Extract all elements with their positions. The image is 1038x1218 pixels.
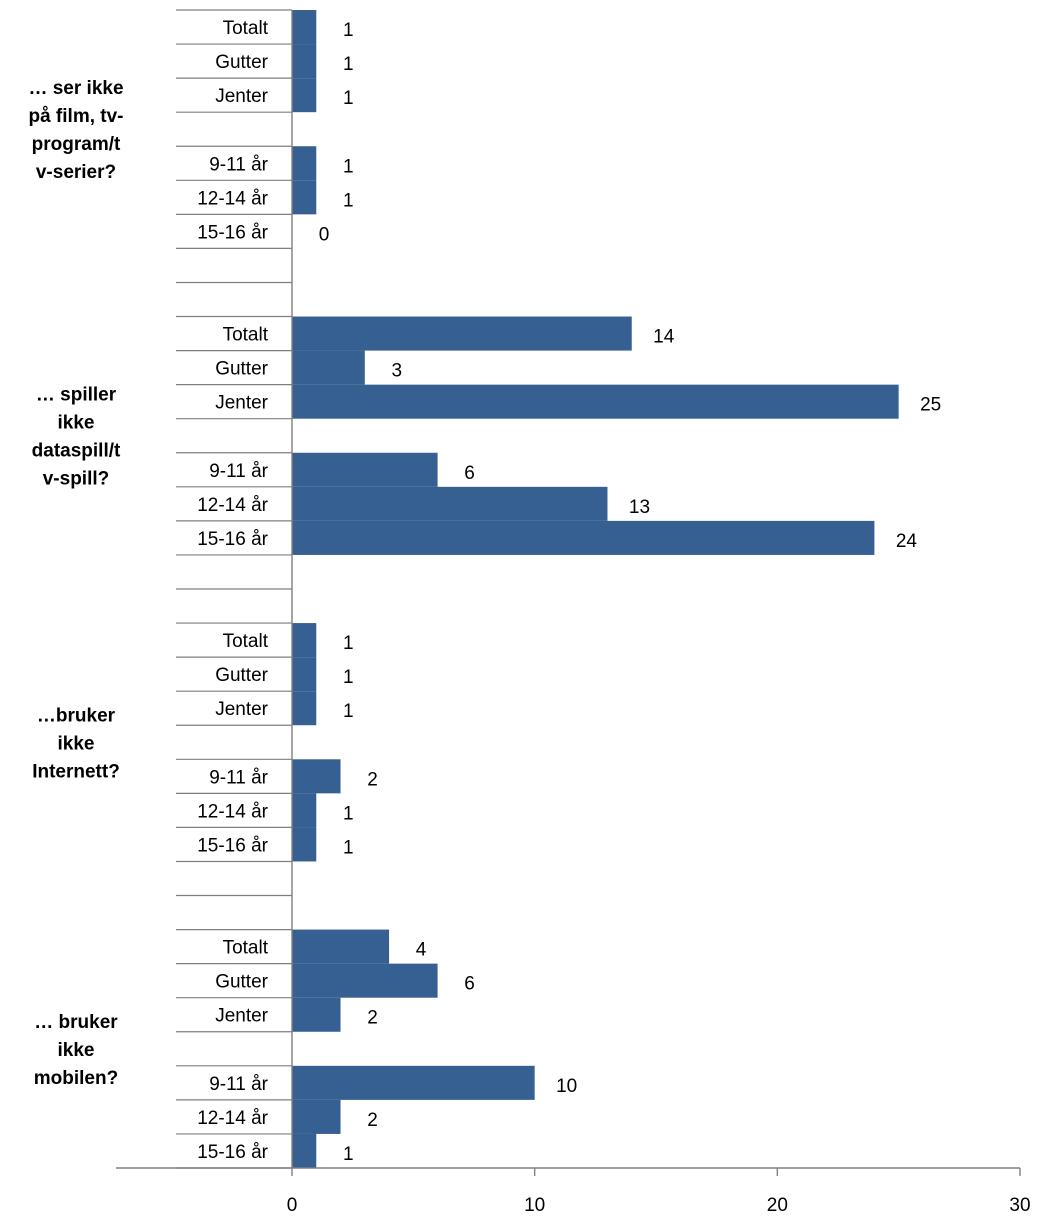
bar [292, 929, 390, 964]
category-label: 12-14 år [197, 801, 268, 822]
group-label: på film, tv- [28, 106, 123, 127]
category-label: 15-16 år [197, 835, 268, 856]
group-label: …bruker [37, 705, 116, 726]
group-label: ikke [58, 733, 95, 754]
data-label: 3 [392, 361, 403, 382]
x-tick-label: 10 [524, 1195, 545, 1216]
bar [292, 350, 365, 385]
data-label: 1 [343, 667, 354, 688]
data-label: 1 [343, 701, 354, 722]
bar [292, 759, 341, 794]
data-label: 1 [343, 803, 354, 824]
data-label: 1 [343, 190, 354, 211]
group-label: dataspill/t [32, 441, 121, 462]
category-label: Jenter [215, 699, 268, 720]
bar [292, 78, 317, 113]
category-label: Totalt [223, 18, 269, 39]
category-label: 15-16 år [197, 222, 268, 243]
category-label: Gutter [215, 665, 268, 686]
bar [292, 623, 317, 658]
category-label: Jenter [215, 86, 268, 107]
bar [292, 997, 341, 1032]
category-label: Totalt [223, 325, 269, 346]
bar [292, 657, 317, 692]
category-label: 15-16 år [197, 1142, 268, 1163]
category-label: Gutter [215, 52, 268, 73]
group-label: … bruker [34, 1012, 118, 1033]
category-label: Jenter [215, 1006, 268, 1027]
data-label: 2 [367, 1008, 378, 1029]
bar [292, 384, 899, 419]
category-label: Totalt [223, 938, 269, 959]
data-label: 6 [464, 974, 475, 995]
group-label: v-spill? [43, 469, 110, 490]
data-label: 10 [556, 1076, 577, 1097]
category-label: Jenter [215, 393, 268, 414]
data-label: 1 [343, 837, 354, 858]
bar [292, 793, 317, 828]
bar [292, 827, 317, 862]
data-label: 1 [343, 20, 354, 41]
group-label: mobilen? [34, 1068, 118, 1089]
data-label: 25 [920, 395, 941, 416]
group-label: … ser ikke [28, 78, 123, 99]
data-label: 4 [416, 940, 427, 961]
data-label: 6 [464, 463, 475, 484]
data-label: 13 [629, 497, 650, 518]
data-label: 24 [896, 531, 918, 552]
data-label: 2 [367, 1110, 378, 1131]
x-tick-label: 0 [287, 1195, 298, 1216]
bar [292, 1099, 341, 1134]
data-label: 2 [367, 769, 378, 790]
bar [292, 486, 608, 521]
bar [292, 10, 317, 45]
data-label: 1 [343, 1144, 354, 1165]
bar [292, 452, 438, 487]
bar [292, 316, 632, 351]
category-label: 12-14 år [197, 495, 268, 516]
category-label: 9-11 år [209, 767, 268, 788]
category-label: 15-16 år [197, 529, 268, 550]
bar [292, 520, 875, 555]
bar [292, 1133, 317, 1168]
category-label: Totalt [223, 631, 269, 652]
group-label: ikke [58, 1040, 95, 1061]
category-label: 9-11 år [209, 1074, 268, 1095]
category-label: 9-11 år [209, 154, 268, 175]
category-label: Gutter [215, 359, 268, 380]
group-label: Internett? [32, 761, 120, 782]
bar [292, 963, 438, 998]
data-label: 1 [343, 633, 354, 654]
x-tick-label: 30 [1009, 1195, 1030, 1216]
data-label: 1 [343, 54, 354, 75]
x-tick-label: 20 [767, 1195, 788, 1216]
group-label: v-serier? [36, 162, 116, 183]
category-label: 9-11 år [209, 461, 268, 482]
category-label: Gutter [215, 972, 268, 993]
bar [292, 44, 317, 79]
bar [292, 691, 317, 726]
category-label: 12-14 år [197, 1108, 268, 1129]
data-label: 0 [319, 224, 330, 245]
bar [292, 180, 317, 215]
bar [292, 146, 317, 181]
data-label: 14 [653, 327, 675, 348]
group-label: ikke [58, 413, 95, 434]
data-label: 1 [343, 156, 354, 177]
group-label: … spiller [36, 385, 117, 406]
category-label: 12-14 år [197, 188, 268, 209]
group-label: program/t [32, 134, 121, 155]
data-label: 1 [343, 88, 354, 109]
bar [292, 1065, 535, 1100]
